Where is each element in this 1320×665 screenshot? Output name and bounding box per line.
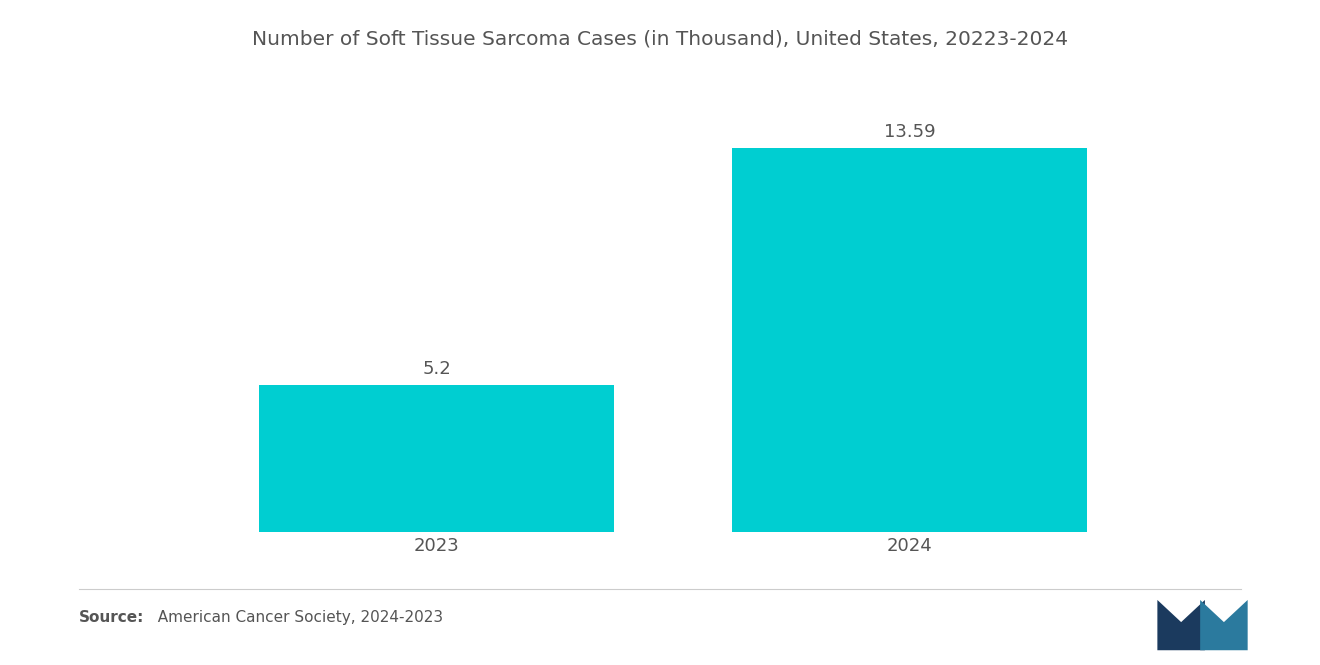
Bar bbox=[733, 148, 1088, 532]
Polygon shape bbox=[1200, 600, 1247, 650]
Text: 13.59: 13.59 bbox=[884, 123, 936, 141]
Text: 5.2: 5.2 bbox=[422, 360, 451, 378]
Text: Number of Soft Tissue Sarcoma Cases (in Thousand), United States, 20223-2024: Number of Soft Tissue Sarcoma Cases (in … bbox=[252, 30, 1068, 49]
Text: Source:: Source: bbox=[79, 610, 145, 625]
Text: American Cancer Society, 2024-2023: American Cancer Society, 2024-2023 bbox=[148, 610, 444, 625]
Bar bbox=[259, 385, 614, 532]
Polygon shape bbox=[1158, 600, 1205, 650]
